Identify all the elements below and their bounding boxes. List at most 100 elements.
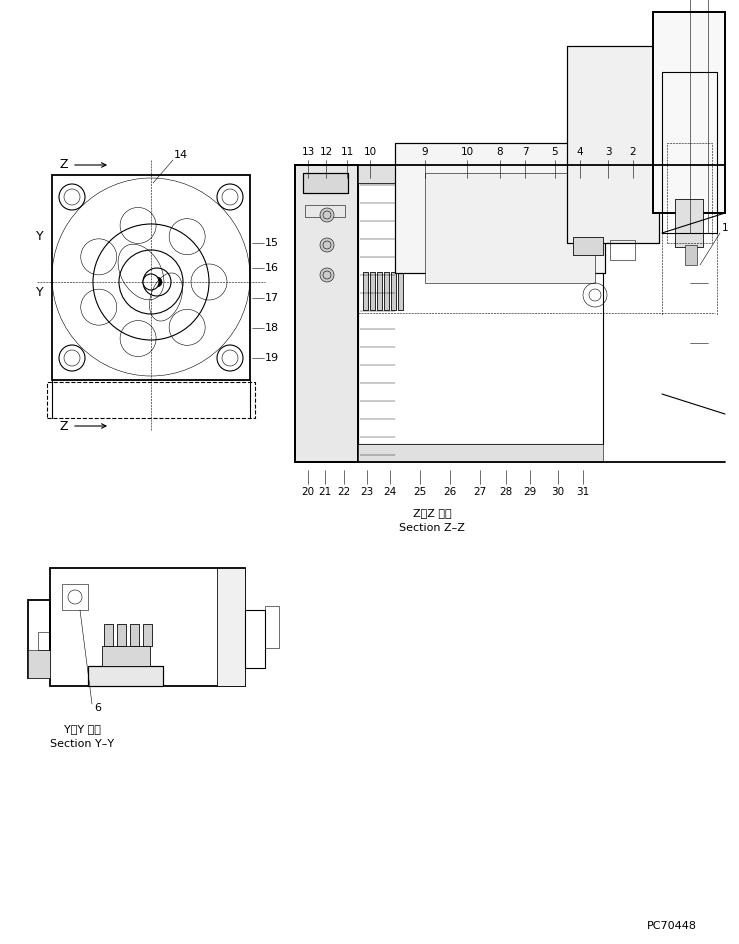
Text: 6: 6: [95, 703, 101, 713]
Text: 15: 15: [265, 238, 279, 248]
Bar: [395, 143, 605, 273]
Bar: [425, 173, 595, 283]
Bar: [370, 272, 375, 310]
Text: 30: 30: [551, 487, 565, 497]
Bar: [104, 624, 113, 646]
Text: 9: 9: [422, 147, 429, 157]
Bar: [398, 272, 403, 310]
Bar: [384, 272, 389, 310]
Bar: [88, 666, 163, 686]
Text: PC70448: PC70448: [647, 921, 697, 931]
Text: Y: Y: [36, 285, 44, 298]
Bar: [573, 237, 603, 255]
Bar: [653, 12, 725, 213]
Text: 22: 22: [338, 487, 350, 497]
Bar: [303, 173, 348, 193]
Text: 27: 27: [474, 487, 486, 497]
Text: 16: 16: [265, 263, 279, 273]
Bar: [675, 199, 703, 247]
Bar: [143, 624, 152, 646]
Text: 28: 28: [500, 487, 513, 497]
Bar: [295, 165, 358, 462]
Bar: [305, 205, 345, 217]
Text: 31: 31: [576, 487, 590, 497]
Bar: [384, 272, 389, 310]
Bar: [117, 624, 126, 646]
Bar: [28, 650, 50, 678]
Bar: [143, 624, 152, 646]
Bar: [28, 600, 50, 678]
Text: 11: 11: [341, 147, 354, 157]
Bar: [667, 143, 712, 243]
Text: Y－Y 断面: Y－Y 断面: [64, 724, 101, 734]
Circle shape: [320, 208, 334, 222]
Text: 24: 24: [384, 487, 397, 497]
Bar: [303, 173, 348, 193]
Text: 29: 29: [523, 487, 537, 497]
Text: Z－Z 断面: Z－Z 断面: [412, 508, 452, 518]
Bar: [675, 199, 703, 247]
Text: 10: 10: [364, 147, 377, 157]
Text: 1: 1: [722, 223, 729, 233]
Circle shape: [152, 277, 162, 287]
Bar: [391, 272, 396, 310]
Bar: [653, 12, 725, 213]
Text: 19: 19: [265, 353, 279, 363]
Bar: [130, 624, 139, 646]
Bar: [47, 382, 255, 418]
Text: 26: 26: [443, 487, 457, 497]
Text: 17: 17: [265, 293, 279, 303]
Text: 3: 3: [605, 147, 611, 157]
Circle shape: [68, 590, 82, 604]
Text: 4: 4: [576, 147, 583, 157]
Text: 8: 8: [497, 147, 503, 157]
Text: 21: 21: [319, 487, 332, 497]
Text: 10: 10: [460, 147, 474, 157]
Bar: [358, 165, 603, 183]
Bar: [370, 272, 375, 310]
Text: Z: Z: [60, 159, 68, 172]
Bar: [377, 272, 382, 310]
Bar: [102, 646, 150, 666]
Bar: [245, 610, 265, 668]
Text: Section Z–Z: Section Z–Z: [399, 523, 465, 533]
Circle shape: [320, 268, 334, 282]
Circle shape: [155, 280, 159, 284]
Text: 25: 25: [413, 487, 426, 497]
Bar: [398, 272, 403, 310]
Bar: [567, 46, 659, 243]
Bar: [567, 46, 659, 243]
Text: 18: 18: [265, 323, 279, 333]
Circle shape: [320, 238, 334, 252]
Text: 14: 14: [174, 150, 188, 160]
Bar: [295, 165, 358, 462]
Bar: [363, 272, 368, 310]
Bar: [217, 568, 245, 686]
Text: 12: 12: [319, 147, 333, 157]
Circle shape: [143, 274, 159, 290]
Bar: [690, 0, 708, 233]
Bar: [391, 272, 396, 310]
Bar: [217, 568, 245, 686]
Bar: [573, 237, 603, 255]
Bar: [88, 666, 163, 686]
Bar: [38, 632, 50, 650]
Bar: [265, 606, 279, 648]
Text: Y: Y: [36, 230, 44, 244]
Bar: [662, 72, 717, 233]
Bar: [610, 240, 635, 260]
Bar: [102, 646, 150, 666]
Bar: [52, 175, 250, 380]
Bar: [358, 183, 603, 444]
Bar: [62, 584, 88, 610]
Bar: [363, 272, 368, 310]
Text: 7: 7: [522, 147, 528, 157]
Text: 5: 5: [552, 147, 558, 157]
Text: Section Y–Y: Section Y–Y: [50, 739, 114, 749]
Bar: [685, 245, 697, 265]
Bar: [358, 444, 603, 462]
Bar: [130, 624, 139, 646]
Bar: [377, 272, 382, 310]
Text: 13: 13: [302, 147, 315, 157]
Bar: [50, 568, 245, 686]
